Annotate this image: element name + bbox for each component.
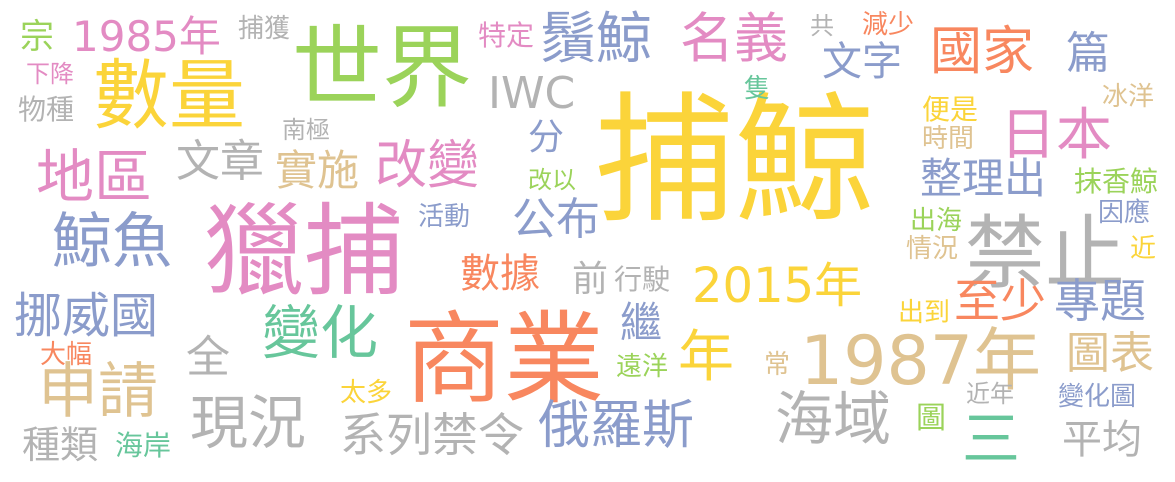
word-iwc: IWC	[488, 68, 576, 119]
word-pingjun: 平均	[1062, 417, 1142, 463]
word-bianhuatu: 變化圖	[1058, 382, 1137, 412]
word-qingkuang: 情況	[906, 234, 959, 264]
word-zhi: 隻	[744, 74, 771, 104]
word-nanji: 南極	[282, 116, 330, 144]
word-wenzhang: 文章	[176, 136, 264, 187]
word-pian: 篇	[1066, 28, 1110, 79]
word-chang: 常	[764, 350, 791, 380]
word-tu: 圖	[916, 401, 946, 436]
word-1987: 1987年	[800, 322, 1042, 401]
word-xingshi: 行駛	[614, 263, 671, 296]
word-zhuanti: 專題	[1054, 274, 1146, 328]
word-xiajiang: 下降	[26, 60, 74, 88]
word-shuju: 數據	[460, 251, 540, 297]
word-eluosi: 俄羅斯	[538, 396, 695, 456]
word-wenzi: 文字	[822, 39, 902, 85]
word-jingyu: 鯨魚	[52, 207, 172, 277]
word-nian: 年	[678, 325, 734, 390]
word-buhuo: 捕獲	[238, 14, 291, 44]
word-mingyi: 名義	[680, 7, 788, 70]
word-bingyang: 冰洋	[1102, 82, 1155, 112]
word-xiankuang: 現況	[190, 389, 307, 457]
word-shuliang: 數量	[93, 51, 245, 140]
word-bianhua: 變化	[262, 299, 379, 367]
word-moxiang: 抹香鯨	[1074, 165, 1159, 198]
word-1985: 1985年	[72, 12, 221, 61]
word-zong: 宗	[20, 17, 54, 57]
word-qian: 前	[572, 259, 609, 300]
word-guojia: 國家	[930, 22, 1035, 82]
word-diqu: 地區	[36, 143, 153, 211]
word-dafu: 大幅	[40, 340, 93, 370]
word-shangye: 商業	[404, 301, 604, 418]
word-quan: 全	[186, 332, 230, 383]
word-liebu: 獵捕	[204, 193, 404, 310]
word-huodong: 活動	[418, 202, 471, 232]
word-xilie: 系列禁令	[340, 408, 524, 462]
word-yuanyang: 遠洋	[616, 352, 669, 382]
word-shenqing: 申請	[38, 357, 158, 427]
word-shishi: 實施	[275, 146, 360, 195]
word-shijian: 時間	[922, 124, 975, 154]
word-xujing: 鬚鯨	[540, 7, 652, 72]
word-taiduo: 太多	[340, 378, 393, 408]
word-riben: 日本	[1000, 103, 1112, 168]
word-ji: 繼	[620, 298, 663, 347]
word-bianshi: 便是	[922, 93, 979, 126]
word-gong: 共	[810, 12, 834, 40]
word-chudao: 出到	[898, 298, 951, 328]
word-jinzhi: 禁止	[965, 207, 1125, 300]
word-jinnian: 近年	[966, 380, 1014, 408]
word-jianshao: 減少	[862, 10, 915, 40]
word-jin: 近	[1130, 234, 1157, 264]
word-zhishao: 至少	[954, 274, 1046, 328]
word-wuzhong: 物種	[18, 93, 75, 126]
word-2015: 2015年	[692, 258, 863, 314]
word-chuhai: 出海	[910, 206, 963, 236]
word-shijie: 世界	[292, 16, 472, 121]
word-fen: 分	[528, 117, 565, 158]
word-teding: 特定	[478, 19, 535, 52]
word-haiyu: 海域	[775, 385, 892, 453]
word-gaiyi: 改以	[528, 166, 576, 194]
word-yinying: 因應	[1098, 198, 1151, 228]
word-zheng: 整理出	[920, 154, 1047, 203]
word-haian: 海岸	[115, 429, 172, 462]
word-gongbu: 公布	[512, 194, 600, 245]
word-san: 三	[962, 405, 1021, 473]
word-nuowei: 挪威國	[14, 288, 159, 344]
word-zhonglei: 種類	[22, 423, 99, 467]
word-tubiao: 圖表	[1066, 328, 1154, 379]
word-buying: 捕鯨	[595, 80, 876, 243]
word-gaibian: 改變	[375, 136, 480, 196]
